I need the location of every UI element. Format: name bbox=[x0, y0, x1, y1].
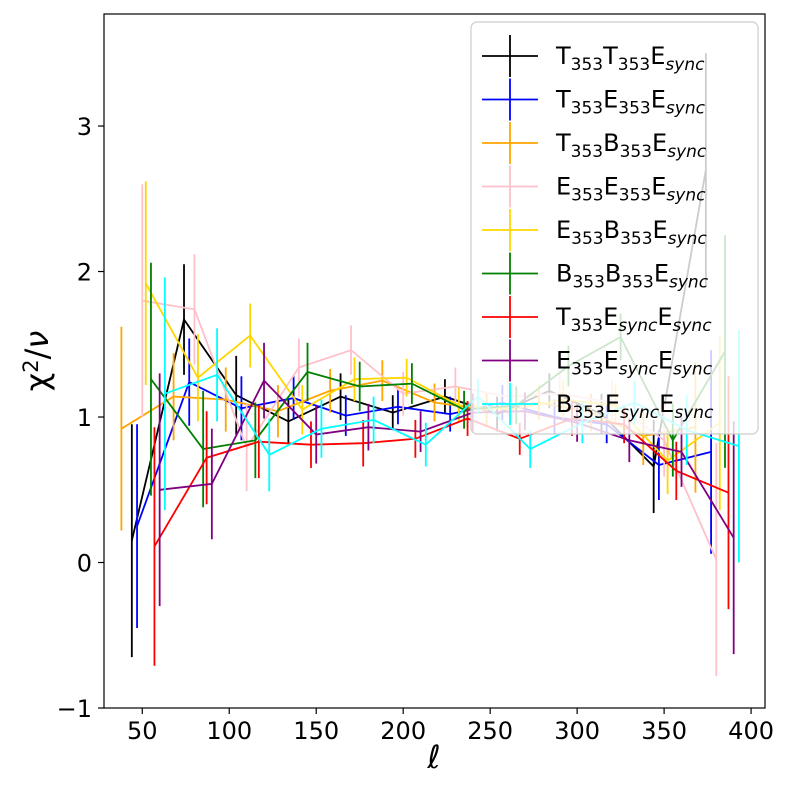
legend-entry-T353EsyncEsync: T353EsyncEsync bbox=[482, 296, 712, 338]
legend-label-part: T bbox=[602, 42, 618, 70]
y-tick-label-2: 2 bbox=[77, 259, 92, 287]
legend-label-part: T bbox=[555, 303, 571, 331]
legend-label-part: E bbox=[650, 42, 665, 70]
legend-label-part: sync bbox=[666, 186, 706, 206]
x-tick-label-150: 150 bbox=[293, 717, 339, 745]
plot-frame bbox=[103, 13, 766, 709]
legend-label-part: B bbox=[556, 260, 572, 288]
legend-label-part: 353 bbox=[620, 229, 652, 249]
y-tick-label-1: 1 bbox=[77, 404, 92, 432]
legend-label-part: E bbox=[604, 347, 619, 375]
legend-label-part: 353 bbox=[571, 142, 603, 162]
legend-entry-E353EsyncEsync: E353EsyncEsync bbox=[482, 339, 713, 382]
legend-entry-T353E353Esync: T353E353Esync bbox=[482, 78, 706, 121]
legend-label-part: 353 bbox=[571, 316, 603, 336]
x-tick-label-350: 350 bbox=[641, 717, 687, 745]
legend-label-E353B353Esync: E353B353Esync bbox=[556, 216, 707, 249]
legend-label-T353B353Esync: T353B353Esync bbox=[555, 129, 707, 162]
legend-label-part: E bbox=[556, 347, 571, 375]
legend-label-B353B353Esync: B353B353Esync bbox=[556, 260, 709, 293]
legend-label-part: 353 bbox=[621, 273, 653, 293]
legend-label-part: T bbox=[555, 129, 571, 157]
y-tick-label-0: 0 bbox=[77, 550, 92, 578]
legend-label-part: T bbox=[555, 42, 571, 70]
legend-label-part: 353 bbox=[618, 55, 650, 75]
legend-entry-T353T353Esync: T353T353Esync bbox=[482, 35, 705, 77]
x-tick-label-200: 200 bbox=[380, 717, 426, 745]
legend-label-T353E353Esync: T353E353Esync bbox=[555, 86, 706, 119]
legend-label-part: E bbox=[658, 347, 673, 375]
legend-label-part: sync bbox=[666, 99, 706, 119]
legend-label-part: E bbox=[605, 390, 620, 418]
x-tick-label-100: 100 bbox=[206, 717, 252, 745]
legend-entry-E353B353Esync: E353B353Esync bbox=[482, 209, 707, 251]
x-tick-label-250: 250 bbox=[467, 717, 513, 745]
legend-label-part: sync bbox=[669, 273, 709, 293]
legend-label-part: sync bbox=[674, 403, 714, 423]
legend-label-part: sync bbox=[667, 142, 707, 162]
legend-entry-B353EsyncEsync: B353EsyncEsync bbox=[482, 383, 714, 425]
legend-label-part: 353 bbox=[571, 186, 603, 206]
legend-label-E353EsyncEsync: E353EsyncEsync bbox=[556, 347, 713, 380]
y-tick-label-3: 3 bbox=[77, 113, 92, 141]
legend-label-part: E bbox=[652, 129, 667, 157]
legend-box bbox=[470, 21, 759, 435]
legend-label-part: sync bbox=[665, 55, 705, 75]
x-tick-label-300: 300 bbox=[554, 717, 600, 745]
legend-label-T353T353Esync: T353T353Esync bbox=[555, 42, 705, 75]
legend-label-part: sync bbox=[673, 360, 713, 380]
legend-label-part: 353 bbox=[618, 99, 650, 119]
legend-label-E353E353Esync: E353E353Esync bbox=[556, 173, 706, 206]
legend-label-T353EsyncEsync: T353EsyncEsync bbox=[555, 303, 712, 336]
legend-label-part: sync bbox=[619, 360, 659, 380]
legend-label-part: 353 bbox=[571, 360, 603, 380]
legend-label-part: 353 bbox=[572, 403, 604, 423]
legend-label-part: 353 bbox=[571, 229, 603, 249]
legend-entry-B353B353Esync: B353B353Esync bbox=[482, 252, 709, 295]
x-tick-label-400: 400 bbox=[728, 717, 774, 745]
legend-label-part: B bbox=[603, 129, 619, 157]
legend-label-part: sync bbox=[673, 316, 713, 336]
legend-entry-E353E353Esync: E353E353Esync bbox=[482, 165, 706, 208]
legend-label-part: T bbox=[555, 86, 571, 114]
legend: T353T353EsyncT353E353EsyncT353B353EsyncE… bbox=[470, 21, 759, 435]
legend-label-part: 353 bbox=[620, 142, 652, 162]
legend-label-part: E bbox=[651, 86, 666, 114]
legend-entry-T353B353Esync: T353B353Esync bbox=[482, 122, 707, 164]
legend-label-part: E bbox=[651, 173, 666, 201]
legend-label-part: sync bbox=[620, 403, 660, 423]
legend-label-B353EsyncEsync: B353EsyncEsync bbox=[556, 390, 714, 423]
y-tick-label--1: −1 bbox=[57, 695, 92, 723]
legend-label-part: sync bbox=[668, 229, 708, 249]
legend-label-part: E bbox=[657, 303, 672, 331]
legend-label-part: E bbox=[556, 216, 571, 244]
legend-label-part: 353 bbox=[571, 55, 603, 75]
legend-label-part: E bbox=[603, 86, 618, 114]
legend-label-part: 353 bbox=[572, 273, 604, 293]
legend-label-part: E bbox=[604, 173, 619, 201]
tick-layer: 50 100 150 200 250 300 350 400 −1 0 1 2 3 bbox=[57, 113, 774, 745]
series-line-E353EsyncEsync bbox=[159, 379, 735, 539]
legend-label-part: E bbox=[659, 390, 674, 418]
x-axis-label: ℓ bbox=[426, 738, 440, 776]
legend-label-part: B bbox=[604, 216, 620, 244]
legend-label-part: 353 bbox=[571, 99, 603, 119]
legend-label-part: E bbox=[603, 303, 618, 331]
legend-label-part: 353 bbox=[619, 186, 651, 206]
legend-label-part: B bbox=[605, 260, 621, 288]
legend-label-part: B bbox=[556, 390, 572, 418]
legend-label-part: E bbox=[653, 216, 668, 244]
legend-label-part: sync bbox=[618, 316, 658, 336]
legend-label-part: E bbox=[654, 260, 669, 288]
legend-label-part: E bbox=[556, 173, 571, 201]
x-tick-label-50: 50 bbox=[127, 717, 158, 745]
